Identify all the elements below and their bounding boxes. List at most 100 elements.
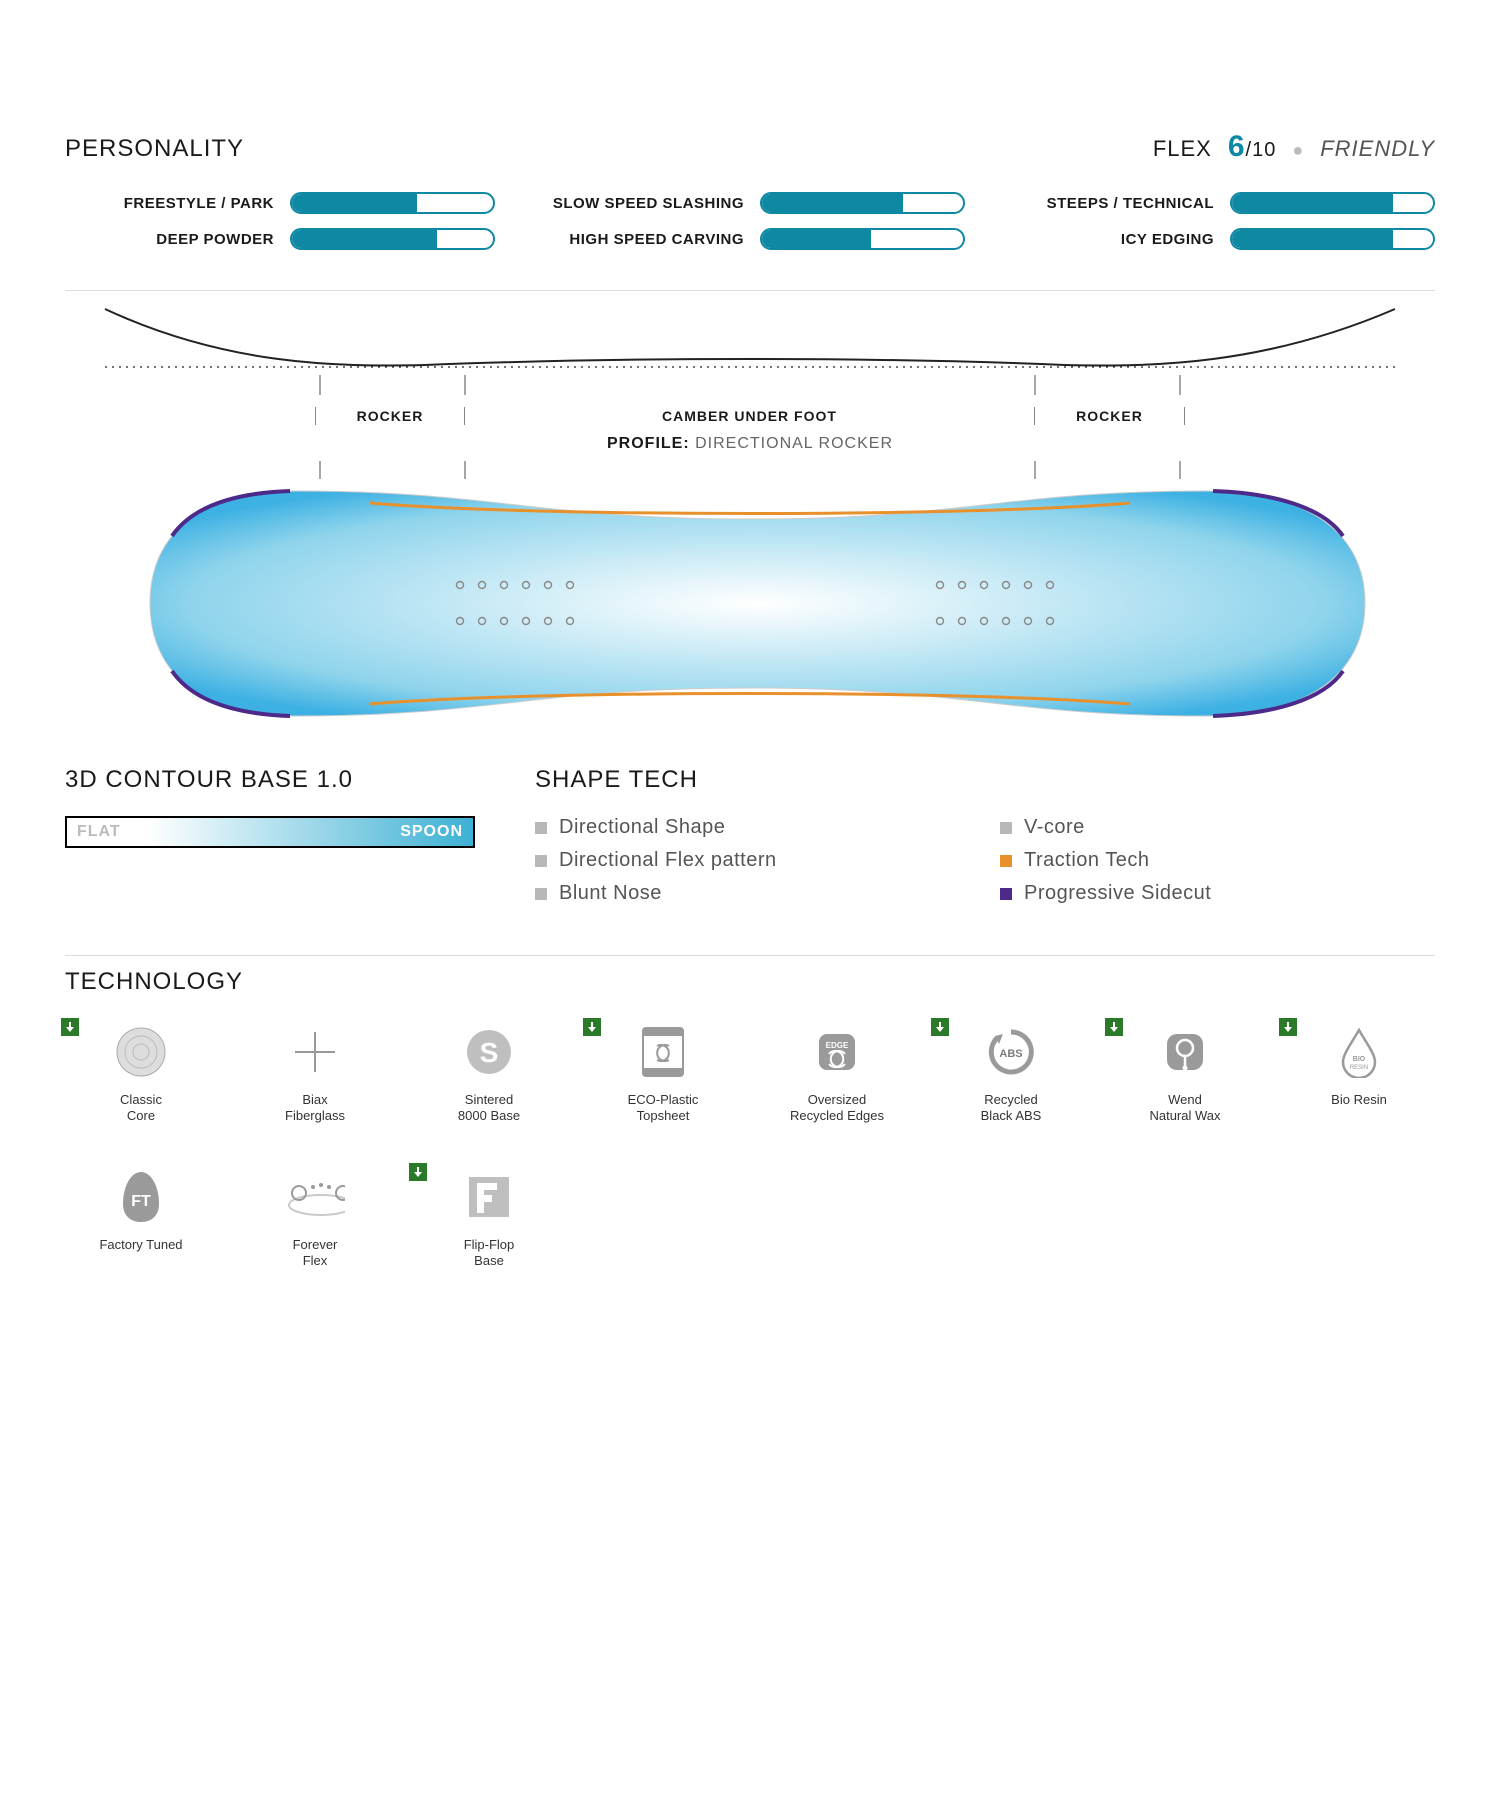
rating-label: STEEPS / TECHNICAL bbox=[1047, 195, 1214, 212]
tech-label: ForeverFlex bbox=[293, 1237, 338, 1270]
personality-title: PERSONALITY bbox=[65, 135, 244, 163]
tech-item: ClassicCore bbox=[65, 1022, 217, 1125]
svg-text:FT: FT bbox=[131, 1193, 151, 1210]
profile-seg-right: ROCKER bbox=[1035, 407, 1185, 425]
rating-pill bbox=[290, 228, 495, 250]
rating-label: HIGH SPEED CARVING bbox=[569, 231, 744, 248]
flex-rating: FLEX 6/10 ● FRIENDLY bbox=[1153, 130, 1435, 164]
profile-ticks-lower bbox=[65, 459, 1435, 481]
tech-label: ECO-PlasticTopsheet bbox=[628, 1092, 699, 1125]
tech-icon bbox=[285, 1167, 345, 1227]
tech-item: WendNatural Wax bbox=[1109, 1022, 1261, 1125]
shape-tech-label: Directional Shape bbox=[559, 816, 725, 839]
shape-tech-item: Directional Shape bbox=[535, 816, 970, 839]
flex-scale: /10 bbox=[1246, 139, 1277, 161]
rating-pill bbox=[290, 192, 495, 214]
tech-label: OversizedRecycled Edges bbox=[790, 1092, 884, 1125]
tech-label: ClassicCore bbox=[120, 1092, 162, 1125]
contour-block: 3D CONTOUR BASE 1.0 FLAT SPOON bbox=[65, 766, 475, 915]
rating-label: DEEP POWDER bbox=[156, 231, 274, 248]
shape-tech-list-1: Directional Shape Directional Flex patter… bbox=[535, 816, 970, 915]
flex-value: 6 bbox=[1228, 130, 1246, 163]
profile-seg-left: ROCKER bbox=[315, 407, 465, 425]
tech-icon: BIO RESIN bbox=[1329, 1022, 1389, 1082]
tech-icon: S bbox=[459, 1022, 519, 1082]
tech-icon: ABS bbox=[981, 1022, 1041, 1082]
eco-badge-icon bbox=[61, 1018, 79, 1036]
tech-label: Bio Resin bbox=[1331, 1092, 1387, 1108]
shape-tech-item: Traction Tech bbox=[1000, 849, 1435, 872]
divider bbox=[65, 290, 1435, 291]
bullet-icon bbox=[1000, 888, 1012, 900]
rating-item: DEEP POWDER bbox=[65, 228, 495, 250]
tech-icon bbox=[1155, 1022, 1215, 1082]
shape-tech-list-2: V-coreTraction TechProgressive Sidecut bbox=[1000, 816, 1435, 915]
shape-tech-item: Directional Flex pattern bbox=[535, 849, 970, 872]
shape-tech-item: V-core bbox=[1000, 816, 1435, 839]
tech-icon: EDGE bbox=[807, 1022, 867, 1082]
profile-name-value: DIRECTIONAL ROCKER bbox=[695, 435, 893, 452]
technology-grid: ClassicCore BiaxFiberglass S Sintered800… bbox=[65, 1022, 1435, 1269]
svg-text:EDGE: EDGE bbox=[826, 1041, 849, 1050]
profile-curve bbox=[65, 303, 1435, 403]
tech-label: BiaxFiberglass bbox=[285, 1092, 345, 1125]
shape-tech-block: SHAPE TECH Directional ShapeDirectional … bbox=[535, 766, 1435, 915]
board-shape bbox=[65, 481, 1435, 726]
tech-icon bbox=[111, 1022, 171, 1082]
shape-tech-item: Blunt Nose bbox=[535, 882, 970, 905]
tech-item: BiaxFiberglass bbox=[239, 1022, 391, 1125]
shape-tech-label: Traction Tech bbox=[1024, 849, 1149, 872]
rating-label: ICY EDGING bbox=[1121, 231, 1214, 248]
tech-icon bbox=[285, 1022, 345, 1082]
rating-item: SLOW SPEED SLASHING bbox=[535, 192, 965, 214]
tech-item: EDGE OversizedRecycled Edges bbox=[761, 1022, 913, 1125]
contour-title: 3D CONTOUR BASE 1.0 bbox=[65, 766, 475, 794]
eco-badge-icon bbox=[931, 1018, 949, 1036]
personality-header: PERSONALITY FLEX 6/10 ● FRIENDLY bbox=[65, 130, 1435, 164]
bullet-icon bbox=[1000, 855, 1012, 867]
rating-label: FREESTYLE / PARK bbox=[124, 195, 274, 212]
eco-badge-icon bbox=[409, 1163, 427, 1181]
tech-label: RecycledBlack ABS bbox=[981, 1092, 1042, 1125]
tech-label: Sintered8000 Base bbox=[458, 1092, 520, 1125]
technology-section: TECHNOLOGY ClassicCore BiaxFiberglass S … bbox=[65, 968, 1435, 1269]
tech-item: ForeverFlex bbox=[239, 1167, 391, 1270]
tech-label: WendNatural Wax bbox=[1149, 1092, 1220, 1125]
rating-item: HIGH SPEED CARVING bbox=[535, 228, 965, 250]
tech-item: FT Factory Tuned bbox=[65, 1167, 217, 1270]
bullet-icon bbox=[535, 855, 547, 867]
profile-block: ROCKER CAMBER UNDER FOOT ROCKER PROFILE:… bbox=[65, 303, 1435, 726]
bullet-icon bbox=[1000, 822, 1012, 834]
shape-tech-label: Blunt Nose bbox=[559, 882, 662, 905]
profile-segment-labels: ROCKER CAMBER UNDER FOOT ROCKER bbox=[65, 407, 1435, 425]
flex-word: FRIENDLY bbox=[1320, 136, 1435, 162]
bullet-icon bbox=[535, 822, 547, 834]
tech-label: Flip-FlopBase bbox=[464, 1237, 515, 1270]
tech-icon bbox=[633, 1022, 693, 1082]
svg-text:S: S bbox=[480, 1037, 499, 1068]
tech-item: ABS RecycledBlack ABS bbox=[935, 1022, 1087, 1125]
flex-dot-icon: ● bbox=[1292, 140, 1304, 161]
contour-flat-label: FLAT bbox=[77, 823, 121, 841]
tech-item: BIO RESIN Bio Resin bbox=[1283, 1022, 1435, 1125]
tech-item: ECO-PlasticTopsheet bbox=[587, 1022, 739, 1125]
flex-value-wrap: 6/10 bbox=[1228, 130, 1277, 164]
svg-text:RESIN: RESIN bbox=[1350, 1065, 1368, 1071]
profile-name: PROFILE: DIRECTIONAL ROCKER bbox=[65, 435, 1435, 453]
contour-spoon-label: SPOON bbox=[400, 823, 463, 841]
rating-pill bbox=[1230, 228, 1435, 250]
rating-item: ICY EDGING bbox=[1005, 228, 1435, 250]
eco-badge-icon bbox=[1279, 1018, 1297, 1036]
technology-title: TECHNOLOGY bbox=[65, 968, 1435, 996]
bullet-icon bbox=[535, 888, 547, 900]
rating-item: STEEPS / TECHNICAL bbox=[1005, 192, 1435, 214]
rating-item: FREESTYLE / PARK bbox=[65, 192, 495, 214]
shape-tech-label: Directional Flex pattern bbox=[559, 849, 777, 872]
rating-pill bbox=[1230, 192, 1435, 214]
profile-seg-mid: CAMBER UNDER FOOT bbox=[465, 407, 1035, 425]
svg-text:BIO: BIO bbox=[1353, 1056, 1366, 1063]
tech-icon bbox=[459, 1167, 519, 1227]
svg-text:ABS: ABS bbox=[999, 1048, 1022, 1060]
shape-tech-title: SHAPE TECH bbox=[535, 766, 1435, 794]
tech-item: Flip-FlopBase bbox=[413, 1167, 565, 1270]
